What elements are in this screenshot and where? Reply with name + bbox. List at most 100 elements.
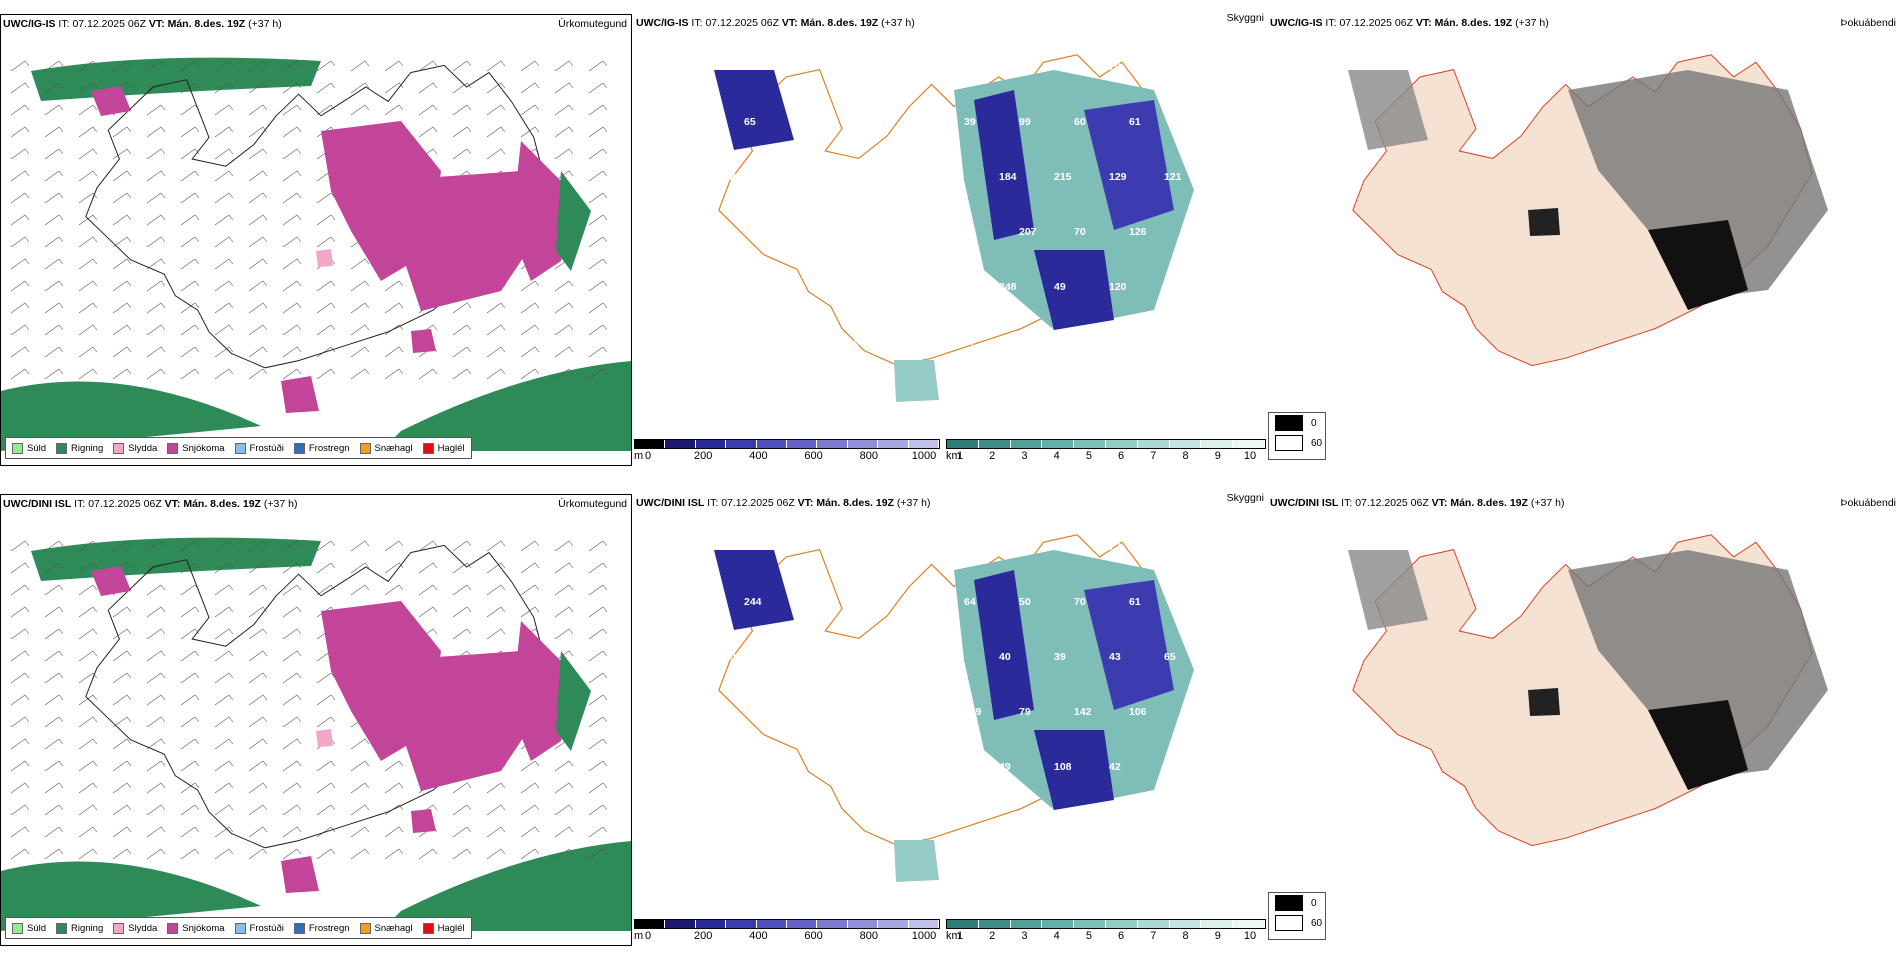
fog-legend-label: 60 [1311, 437, 1323, 449]
colorbar-bar [946, 439, 1266, 449]
wind-barb [282, 562, 302, 574]
visibility-label: 50 [889, 541, 901, 553]
dense-fog-area [1528, 688, 1560, 716]
visibility-label: 179 [1184, 596, 1202, 608]
wind-barb [10, 148, 30, 160]
visibility-label: 65 [999, 541, 1011, 553]
wind-barb [486, 346, 506, 358]
wind-barb [44, 82, 64, 94]
colorbar-tick-label: 9 [1214, 450, 1221, 462]
colorbar-tick-label: 1000 [911, 450, 937, 462]
wind-barb [78, 346, 98, 358]
colorbar-tick-label: 6 [1118, 450, 1125, 462]
visibility-label: 94 [834, 281, 846, 293]
colorbar-tick-label: 2 [989, 930, 996, 942]
wind-barb [520, 368, 540, 380]
wind-barb [554, 584, 574, 596]
wind-barb [520, 324, 540, 336]
wind-barb [248, 280, 268, 292]
coastline [85, 544, 546, 849]
wind-barb [588, 562, 608, 574]
rain-area [381, 361, 631, 451]
wind-barb [214, 192, 234, 204]
colorbar-tick-label: 200 [694, 930, 713, 942]
legend-label: Súld [27, 442, 47, 454]
visibility-label: 184 [999, 171, 1017, 183]
wind-barb [452, 782, 472, 794]
wind-barb [248, 848, 268, 860]
legend-item: Frostúði [234, 442, 284, 454]
wind-barb [316, 368, 336, 380]
wind-barb [554, 280, 574, 292]
wind-barb [10, 628, 30, 640]
wind-barb [10, 782, 30, 794]
wind-barb [282, 584, 302, 596]
colorbar-swatch [817, 920, 848, 928]
fog-legend-item: 0 [1269, 413, 1325, 433]
wind-barb [180, 346, 200, 358]
wind-barb [146, 104, 166, 116]
snow-area [91, 566, 131, 596]
wind-barb [316, 848, 336, 860]
wind-barb [248, 258, 268, 270]
colorbar-swatch [1042, 920, 1075, 928]
colorbar-swatch [1233, 440, 1265, 448]
visibility-label: 110 [779, 281, 796, 293]
wind-barb [112, 280, 132, 292]
wind-barb [10, 236, 30, 248]
colorbar-swatch [1233, 920, 1265, 928]
wind-barb [282, 804, 302, 816]
wind-barb [112, 126, 132, 138]
colorbar-swatch [1010, 920, 1043, 928]
wind-barb [180, 126, 200, 138]
wind-barb [486, 848, 506, 860]
wind-barb [180, 760, 200, 772]
colorbar-swatch [695, 440, 727, 448]
wind-barb [486, 148, 506, 160]
wind-barb [10, 760, 30, 772]
wind-barb [44, 650, 64, 662]
wind-barb [418, 104, 438, 116]
visibility-label: 244 [744, 596, 762, 608]
wind-barb [248, 82, 268, 94]
wind-barb [452, 540, 472, 552]
wind-barb [282, 192, 302, 204]
legend-swatch [56, 442, 68, 454]
fog-legend-swatch [1275, 415, 1303, 431]
visibility-label: 70 [889, 761, 901, 773]
wind-barb [588, 738, 608, 750]
wind-barb [214, 302, 234, 314]
visibility-label: 65 [1164, 651, 1176, 663]
visibility-label: 65 [744, 226, 756, 238]
wind-barb [44, 738, 64, 750]
colorbar-swatch [1105, 920, 1138, 928]
forecast-row-ig-is: UWC/IG-IS IT: 07.12.2025 06Z VT: Mán. 8.… [0, 12, 1900, 484]
colorbar-swatch [878, 440, 909, 448]
visibility-label: 53 [944, 651, 956, 663]
wind-barb [486, 628, 506, 640]
wind-barb [214, 126, 234, 138]
wind-barb [350, 562, 370, 574]
wind-barb [282, 104, 302, 116]
wind-barb [248, 584, 268, 596]
wind-barb [452, 562, 472, 574]
colorbar-swatch [908, 440, 940, 448]
wind-barb [78, 738, 98, 750]
legend-swatch [234, 442, 246, 454]
wind-barb [486, 782, 506, 794]
wind-barb [452, 826, 472, 838]
colorbar-unit: m [634, 450, 644, 462]
visibility-label: 58 [1164, 541, 1176, 553]
wind-barb [554, 606, 574, 618]
visibility-label: 57 [889, 61, 901, 73]
wind-barb [452, 104, 472, 116]
fog-legend-item: 0 [1269, 893, 1325, 913]
wind-barb [418, 562, 438, 574]
wind-barb [180, 782, 200, 794]
fog-legend-swatch [1275, 915, 1303, 931]
wind-barb [418, 848, 438, 860]
wind-barb [214, 650, 234, 662]
wind-barb [316, 782, 336, 794]
rain-area [31, 57, 321, 101]
wind-barb [452, 302, 472, 314]
